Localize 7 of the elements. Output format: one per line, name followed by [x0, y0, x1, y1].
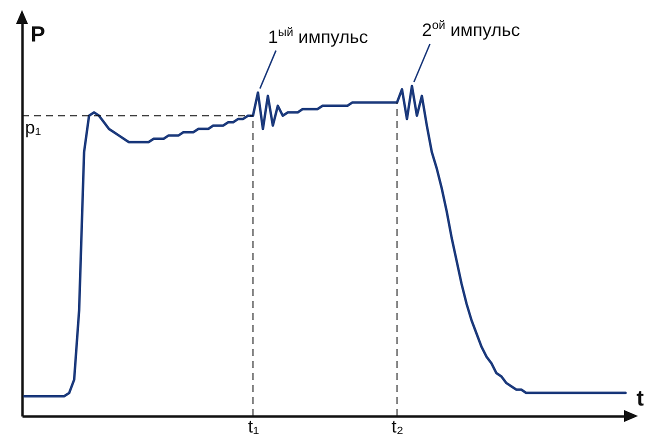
x-axis-title: t — [636, 386, 644, 410]
text: 1$^{ый}$ импульс — [268, 24, 368, 48]
text: 2$^{ой}$ импульс — [422, 18, 520, 41]
y-axis-title: P — [30, 22, 46, 46]
x-tick-label: t₁ — [248, 416, 260, 436]
text: p₁ — [25, 118, 42, 138]
x-tick-label: t₂ — [392, 416, 404, 436]
